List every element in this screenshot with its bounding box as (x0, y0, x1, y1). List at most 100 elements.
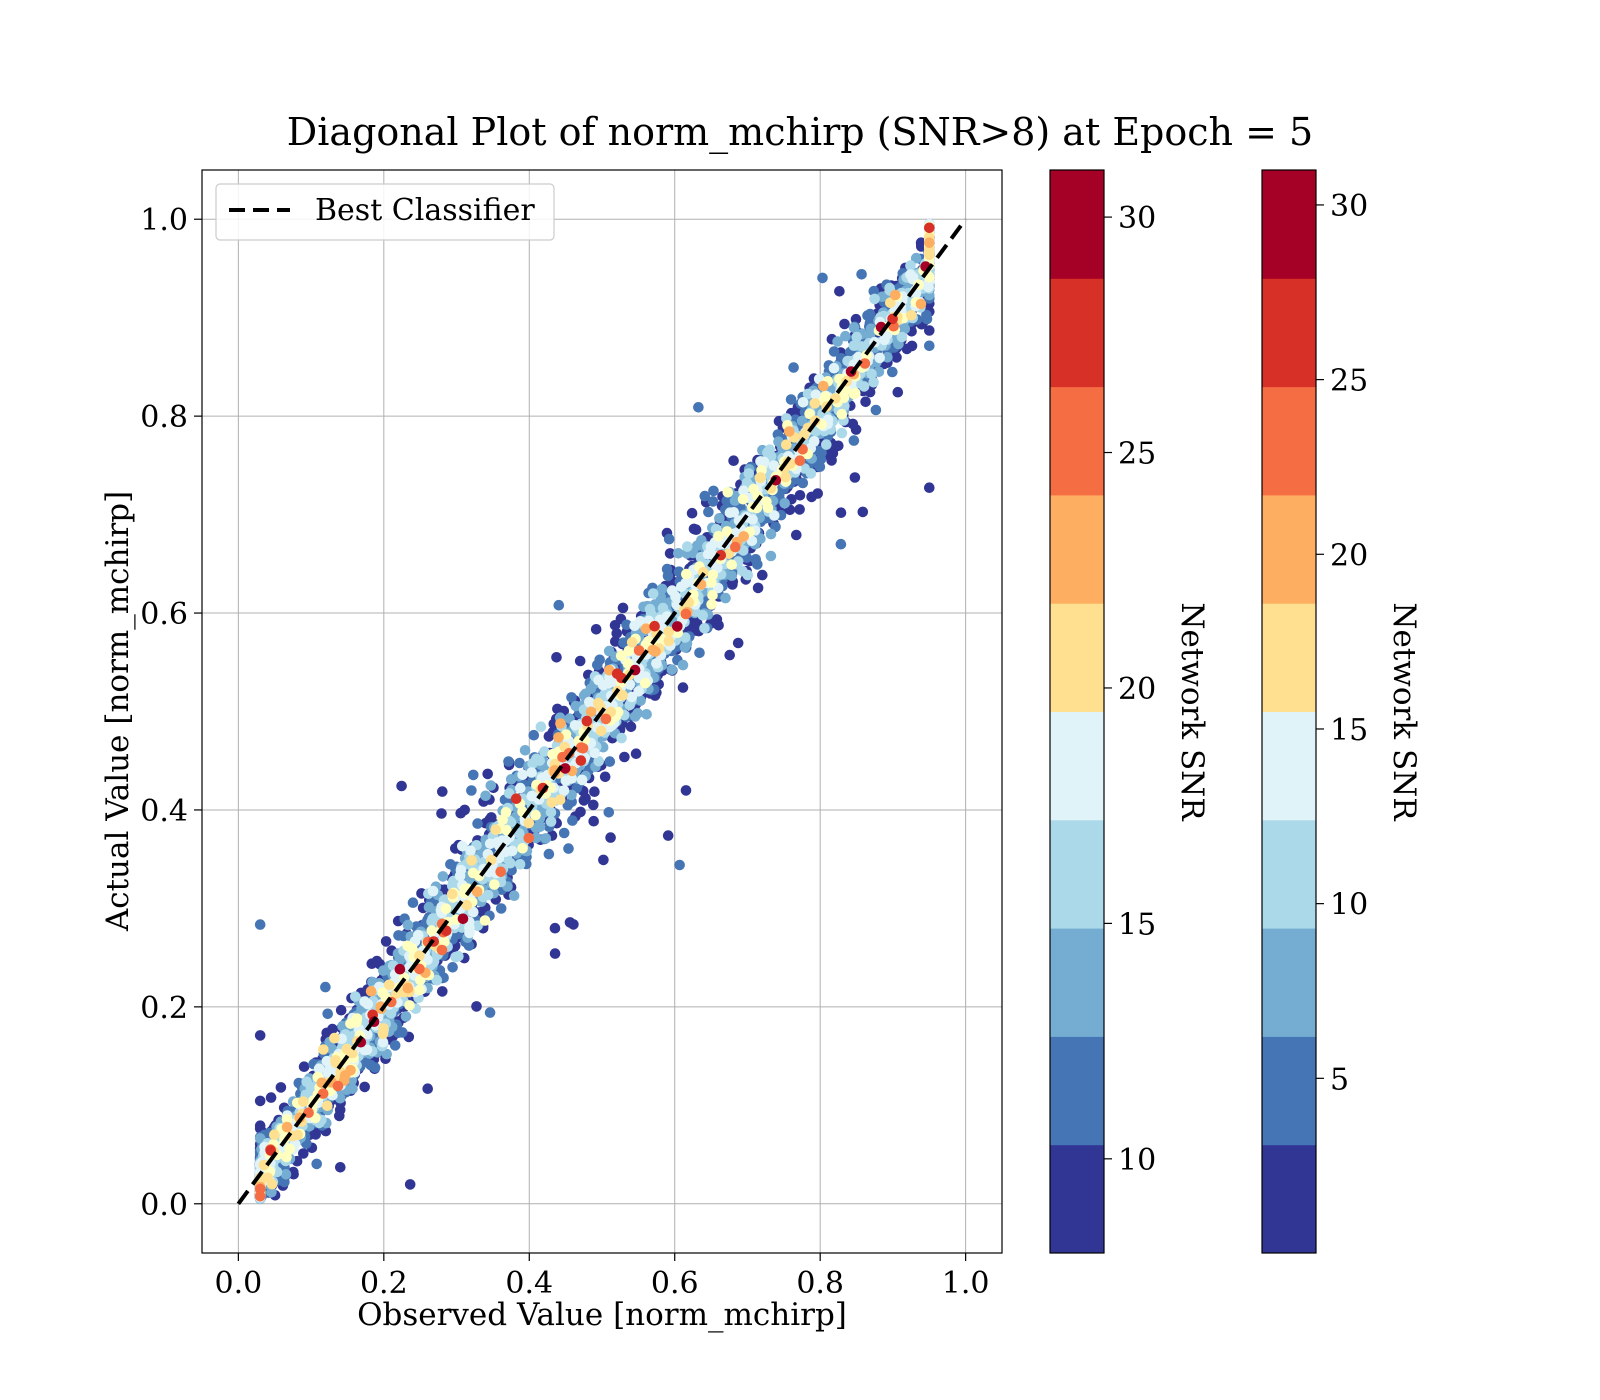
scatter-point (703, 506, 714, 518)
scatter-point (436, 808, 447, 819)
scatter-point (254, 1191, 266, 1202)
scatter-point (737, 565, 748, 577)
scatter-point (866, 368, 877, 380)
scatter-point (588, 799, 599, 811)
scatter-point (381, 1048, 393, 1060)
scatter-point (651, 658, 662, 669)
scatter-point (359, 1081, 371, 1093)
scatter-point (490, 824, 502, 835)
scatter-point (472, 818, 483, 829)
scatter-point (402, 982, 414, 994)
scatter-point (508, 890, 520, 901)
scatter-point (396, 780, 407, 792)
scatter-point (517, 769, 528, 781)
scatter-point (593, 674, 604, 686)
scatter-point (860, 396, 871, 408)
scatter-point (378, 1023, 389, 1034)
scatter-point (892, 386, 904, 398)
scatter-point (540, 833, 552, 844)
scatter-point (681, 568, 692, 580)
scatter-point (377, 1036, 389, 1048)
scatter-point (924, 325, 935, 336)
scatter-point (485, 780, 497, 791)
scatter-point (321, 1027, 333, 1039)
scatter-point (707, 569, 718, 581)
scatter-point (414, 950, 425, 962)
scatter-point (317, 1088, 329, 1099)
scatter-point (570, 700, 582, 712)
scatter-point (720, 592, 731, 604)
scatter-point (545, 807, 557, 818)
scatter-point (702, 549, 714, 560)
scatter-point (534, 755, 545, 766)
scatter-point (577, 743, 589, 754)
scatter-point (514, 757, 525, 769)
scatter-point (868, 377, 879, 388)
scatter-point (850, 387, 861, 399)
scatter-point (682, 541, 693, 552)
scatter-point (663, 635, 675, 647)
scatter-point (445, 859, 456, 870)
scatter-point (337, 1020, 348, 1032)
scatter-point (580, 792, 591, 804)
scatter-point (404, 1179, 416, 1190)
scatter-point (593, 755, 604, 767)
scatter-point (818, 380, 829, 392)
scatter-point (450, 951, 461, 963)
plot-area: 0.0 0.2 0.4 0.6 0.8 1.0 0.00.20.40.60.81.0 (140, 169, 1003, 1301)
scatter-point (677, 682, 689, 693)
scatter-point (834, 286, 845, 297)
scatter-point (528, 729, 540, 741)
scatter-point (297, 1096, 309, 1107)
scatter-point (472, 920, 483, 931)
scatter-point (707, 496, 719, 507)
scatter-point (921, 309, 932, 321)
scatter-point (482, 889, 494, 901)
scatter-point (427, 885, 439, 897)
scatter-point (732, 637, 744, 649)
scatter-point (329, 1032, 340, 1044)
scatter-point (265, 1092, 277, 1103)
scatter-point (534, 821, 546, 832)
scatter-point (495, 866, 507, 878)
scatter-point (686, 507, 698, 519)
scatter-point (694, 647, 705, 659)
scatter-point (563, 843, 574, 854)
scatter-point (624, 679, 636, 690)
scatter-point (859, 358, 871, 369)
scatter-point (757, 569, 768, 581)
scatter-point (644, 603, 656, 615)
scatter-point (335, 1162, 346, 1173)
scatter-point (664, 548, 676, 559)
scatter-point (465, 845, 476, 856)
chart-title: Diagonal Plot of norm_mchirp (SNR>8) at … (287, 110, 1313, 155)
scatter-point (915, 298, 927, 310)
scatter-point (874, 352, 885, 364)
scatter-point (365, 985, 377, 997)
scatter-point (568, 919, 579, 930)
scatter-point (457, 840, 468, 852)
scatter-point (797, 397, 809, 408)
scatter-point (566, 692, 577, 703)
scatter-point (797, 477, 809, 489)
scatter-point (851, 331, 862, 343)
scatter-point (836, 408, 848, 420)
scatter-point (882, 352, 893, 363)
scatter-point (313, 1063, 325, 1074)
scatter-point (584, 696, 595, 708)
scatter-point (848, 340, 860, 352)
scatter-point (545, 816, 557, 827)
scatter-point (491, 837, 503, 848)
scatter-point (836, 427, 848, 439)
scatter-point (362, 998, 374, 1010)
scatter-point (680, 785, 692, 796)
scatter-point (750, 554, 761, 565)
scatter-point (585, 683, 597, 694)
scatter-point (400, 1011, 412, 1022)
scatter-point (748, 483, 759, 495)
scatter-point (407, 897, 419, 908)
scatter-point (680, 608, 692, 620)
scatter-point (552, 703, 563, 715)
scatter-point (468, 769, 479, 781)
scatter-point (605, 832, 616, 843)
